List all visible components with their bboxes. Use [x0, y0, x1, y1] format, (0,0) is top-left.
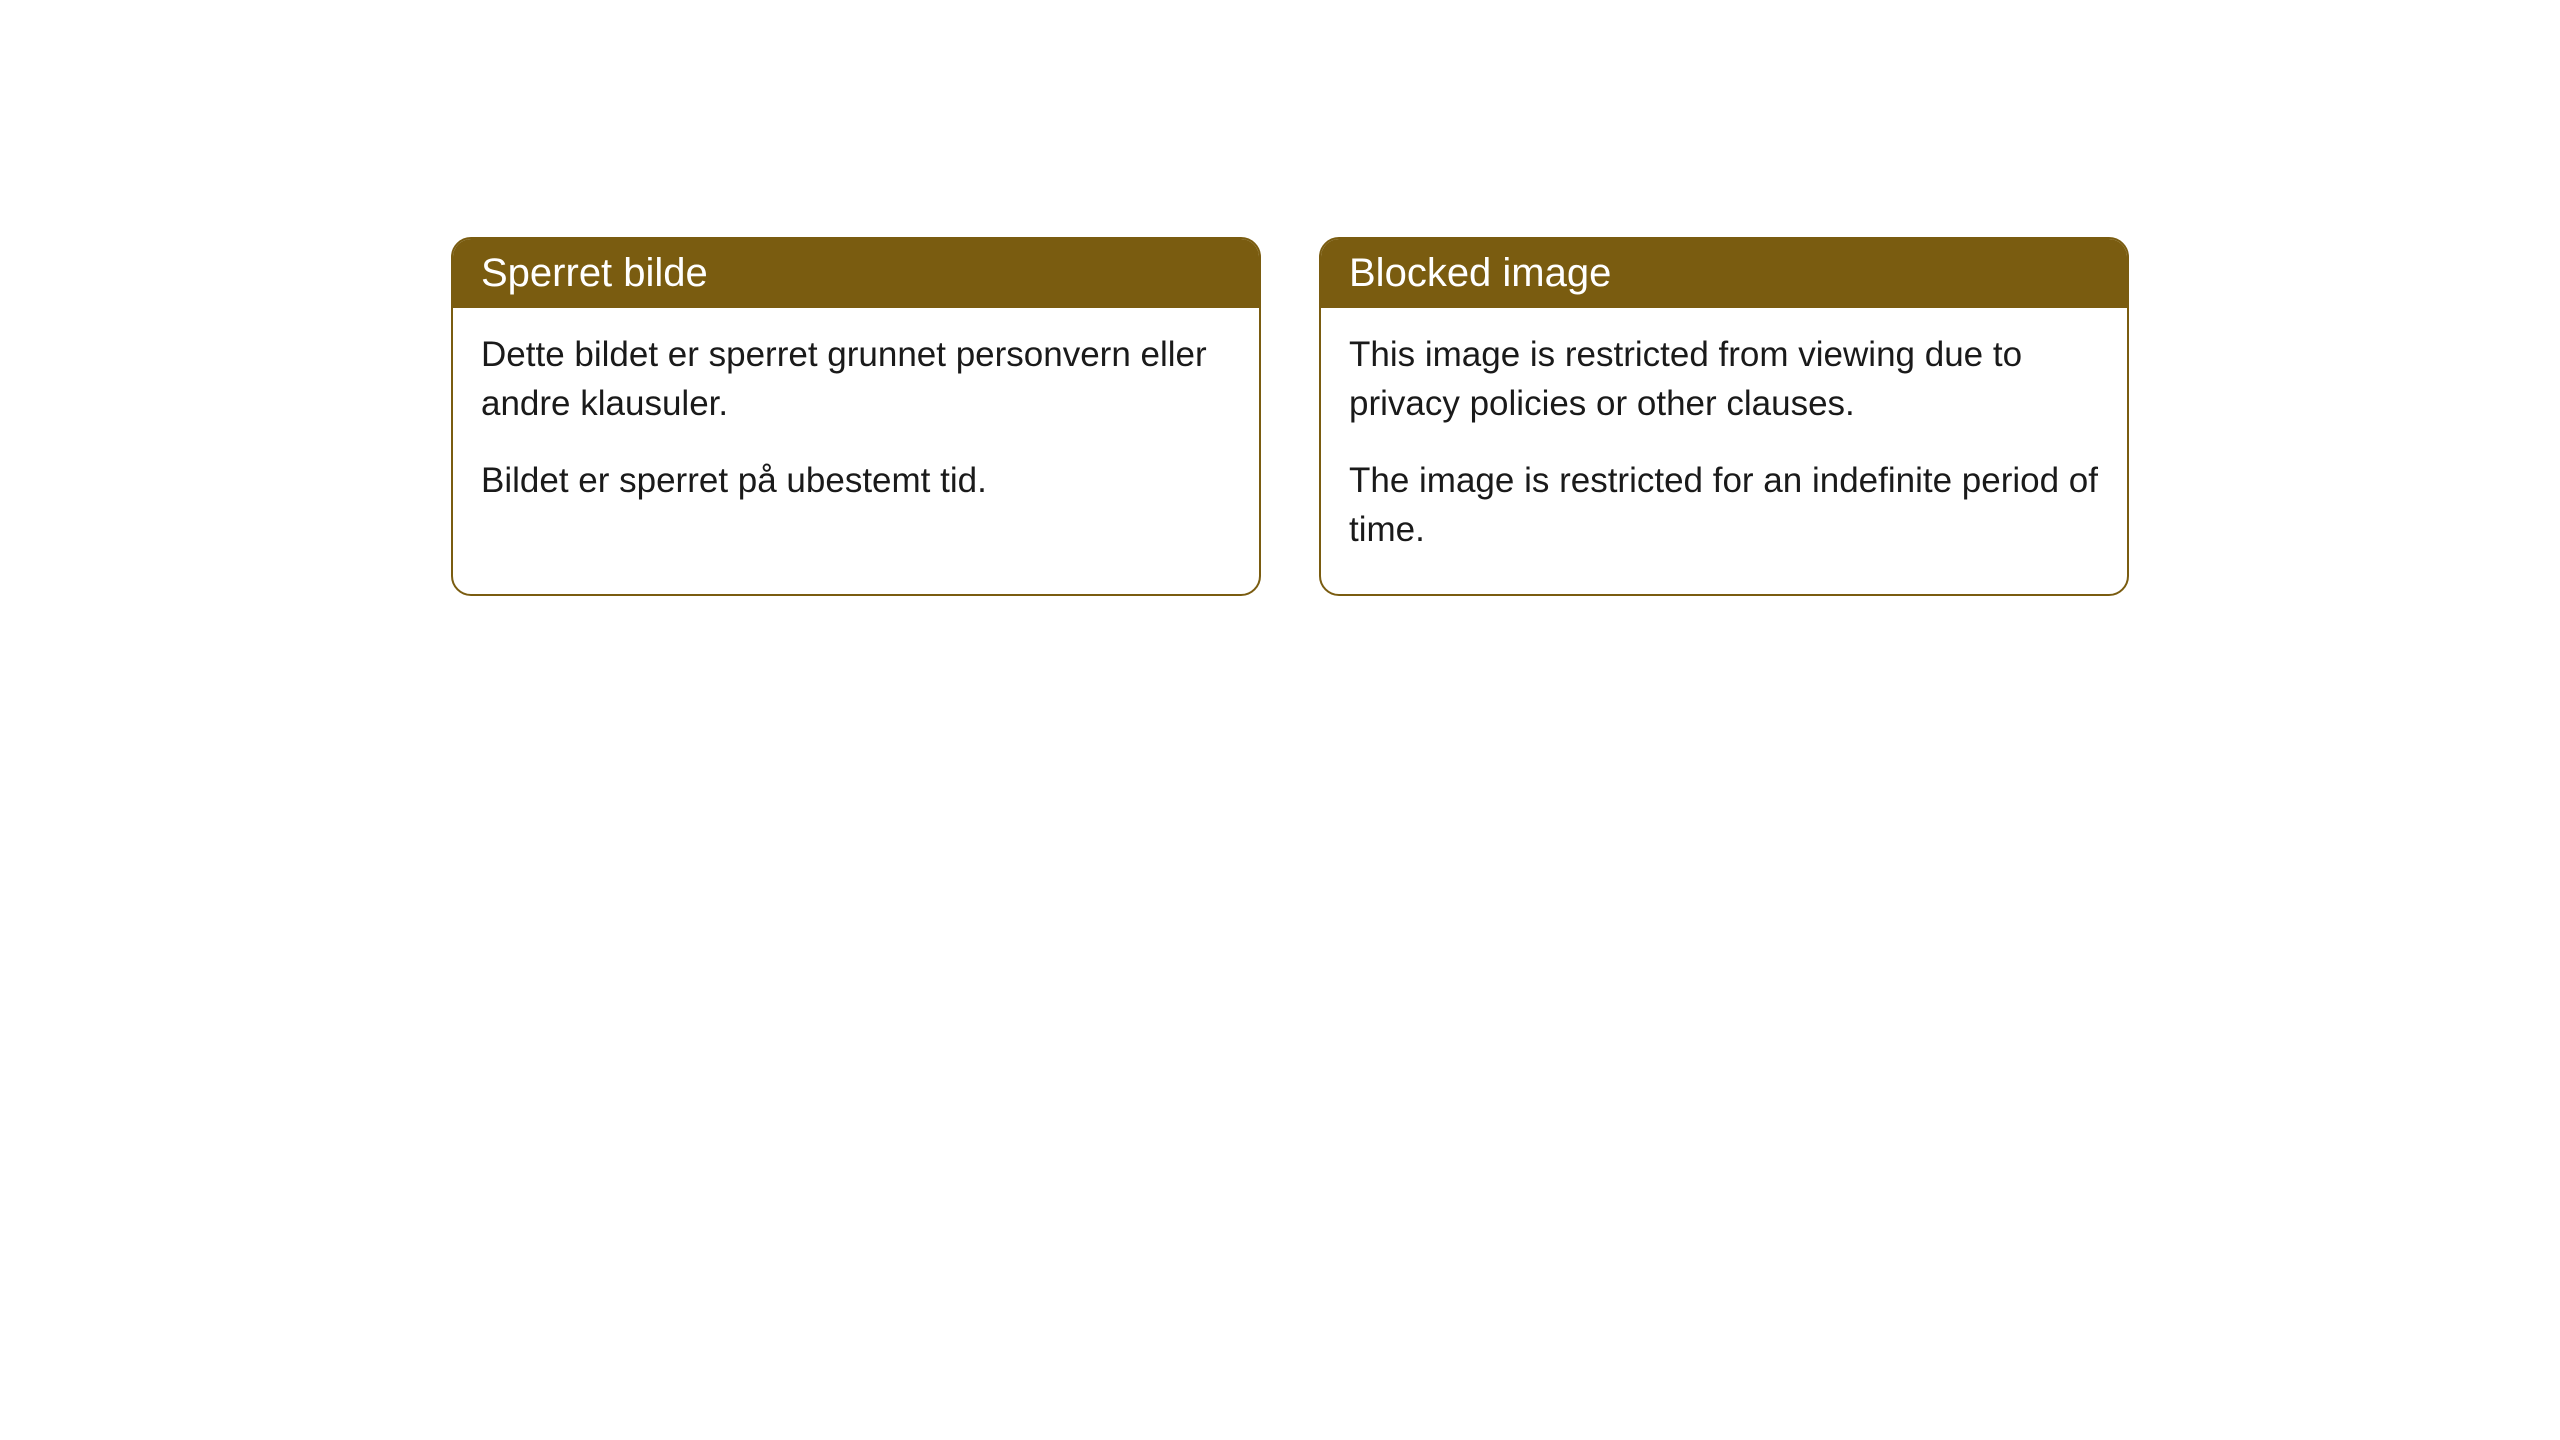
card-header: Blocked image: [1321, 239, 2127, 308]
card-paragraph: The image is restricted for an indefinit…: [1349, 456, 2099, 554]
card-header: Sperret bilde: [453, 239, 1259, 308]
card-body: This image is restricted from viewing du…: [1321, 308, 2127, 594]
notice-card-english: Blocked image This image is restricted f…: [1319, 237, 2129, 596]
notice-card-norwegian: Sperret bilde Dette bildet er sperret gr…: [451, 237, 1261, 596]
card-title: Blocked image: [1349, 251, 1611, 295]
card-title: Sperret bilde: [481, 251, 708, 295]
card-paragraph: Dette bildet er sperret grunnet personve…: [481, 330, 1231, 428]
card-paragraph: Bildet er sperret på ubestemt tid.: [481, 456, 1231, 505]
notice-cards-row: Sperret bilde Dette bildet er sperret gr…: [451, 237, 2129, 596]
card-paragraph: This image is restricted from viewing du…: [1349, 330, 2099, 428]
card-body: Dette bildet er sperret grunnet personve…: [453, 308, 1259, 545]
